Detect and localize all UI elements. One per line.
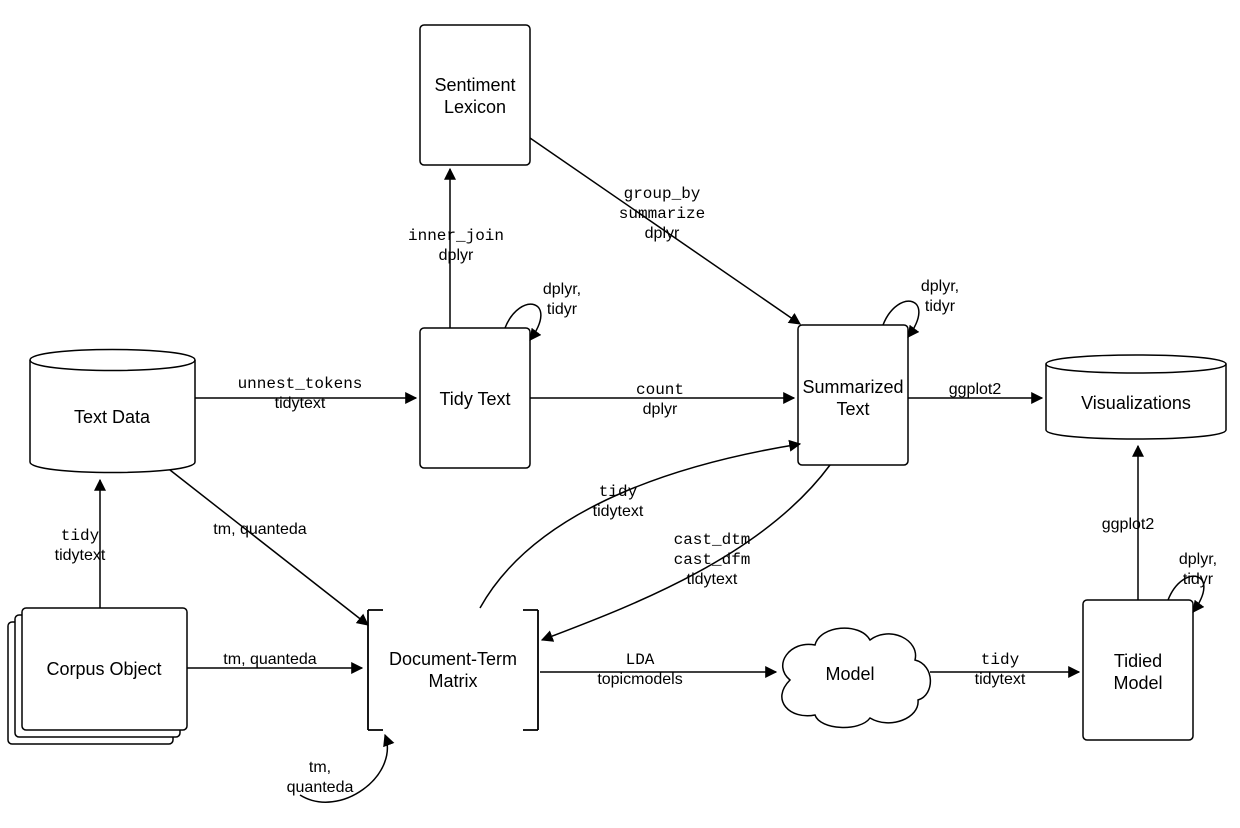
svg-text:dplyr,: dplyr, bbox=[1179, 551, 1217, 568]
edge-dtm-loop: tm, quanteda bbox=[287, 735, 388, 802]
visualizations-label: Visualizations bbox=[1081, 393, 1191, 413]
svg-text:LDA: LDA bbox=[626, 651, 655, 669]
corpus-object-label: Corpus Object bbox=[46, 659, 161, 679]
node-summarized-text: Summarized Text bbox=[798, 325, 908, 465]
edge-ggplot2-right: ggplot2 bbox=[1102, 446, 1155, 600]
svg-text:dplyr: dplyr bbox=[645, 225, 680, 242]
svg-text:cast_dtm: cast_dtm bbox=[674, 531, 751, 549]
svg-text:topicmodels: topicmodels bbox=[597, 671, 682, 688]
edge-corpus-to-dtm: tm, quanteda bbox=[187, 651, 362, 668]
edge-dtm-to-summarized: tidy tidytext bbox=[480, 444, 800, 608]
text-data-label: Text Data bbox=[74, 407, 151, 427]
edge-lda: LDA topicmodels bbox=[540, 651, 776, 688]
svg-text:summarize: summarize bbox=[619, 205, 705, 223]
node-tidy-text: Tidy Text bbox=[420, 328, 530, 468]
svg-text:tidy: tidy bbox=[61, 527, 100, 545]
svg-text:ggplot2: ggplot2 bbox=[949, 381, 1002, 398]
sentiment-label-2: Lexicon bbox=[444, 97, 506, 117]
svg-text:count: count bbox=[636, 381, 684, 399]
svg-text:dplyr,: dplyr, bbox=[543, 281, 581, 298]
sentiment-label-1: Sentiment bbox=[434, 75, 515, 95]
svg-text:tidytext: tidytext bbox=[975, 671, 1026, 688]
svg-text:tidy: tidy bbox=[599, 483, 638, 501]
svg-text:inner_join: inner_join bbox=[408, 227, 504, 245]
svg-text:tidytext: tidytext bbox=[687, 571, 738, 588]
node-model: Model bbox=[782, 628, 931, 727]
tidied-model-label-2: Model bbox=[1113, 673, 1162, 693]
svg-text:ggplot2: ggplot2 bbox=[1102, 516, 1155, 533]
edge-count: count dplyr bbox=[530, 381, 794, 418]
diagram-canvas: Text Data Corpus Object Sentiment Lexico… bbox=[0, 0, 1240, 828]
svg-text:tm,: tm, bbox=[309, 759, 331, 776]
svg-text:quanteda: quanteda bbox=[287, 779, 354, 796]
svg-text:group_by: group_by bbox=[624, 185, 701, 203]
model-label: Model bbox=[825, 664, 874, 684]
edge-model-to-tidied: tidy tidytext bbox=[930, 651, 1079, 688]
node-visualizations: Visualizations bbox=[1046, 355, 1226, 439]
svg-text:tidytext: tidytext bbox=[55, 547, 106, 564]
svg-text:cast_dfm: cast_dfm bbox=[674, 551, 751, 569]
summarized-label-2: Text bbox=[836, 399, 869, 419]
node-tidied-model: Tidied Model bbox=[1083, 600, 1193, 740]
svg-text:tidytext: tidytext bbox=[593, 503, 644, 520]
svg-text:tidyr: tidyr bbox=[925, 298, 956, 315]
node-dtm: Document-Term Matrix bbox=[368, 610, 538, 730]
svg-text:dplyr: dplyr bbox=[439, 247, 474, 264]
svg-text:tidyr: tidyr bbox=[1183, 571, 1214, 588]
svg-text:unnest_tokens: unnest_tokens bbox=[238, 375, 363, 393]
edge-corpus-to-text: tidy tidytext bbox=[55, 480, 106, 608]
edge-summarized-to-dtm: cast_dtm cast_dfm tidytext bbox=[542, 465, 830, 640]
svg-text:tidyr: tidyr bbox=[547, 301, 578, 318]
svg-text:dplyr,: dplyr, bbox=[921, 278, 959, 295]
edge-text-to-dtm: tm, quanteda bbox=[170, 470, 368, 625]
edge-unnest-tokens: unnest_tokens tidytext bbox=[195, 375, 416, 412]
tidy-text-label: Tidy Text bbox=[439, 389, 510, 409]
svg-text:tm, quanteda: tm, quanteda bbox=[213, 521, 307, 538]
node-corpus-object: Corpus Object bbox=[8, 608, 187, 744]
edge-inner-join: inner_join dplyr bbox=[408, 169, 504, 328]
svg-text:dplyr: dplyr bbox=[643, 401, 678, 418]
tidied-model-label-1: Tidied bbox=[1114, 651, 1162, 671]
summarized-label-1: Summarized bbox=[802, 377, 903, 397]
svg-text:tm, quanteda: tm, quanteda bbox=[223, 651, 317, 668]
node-sentiment-lexicon: Sentiment Lexicon bbox=[420, 25, 530, 165]
dtm-label-2: Matrix bbox=[429, 671, 478, 691]
node-text-data: Text Data bbox=[30, 350, 195, 473]
svg-text:tidy: tidy bbox=[981, 651, 1020, 669]
edge-ggplot2-top: ggplot2 bbox=[908, 381, 1042, 398]
dtm-label-1: Document-Term bbox=[389, 649, 517, 669]
svg-text:tidytext: tidytext bbox=[275, 395, 326, 412]
